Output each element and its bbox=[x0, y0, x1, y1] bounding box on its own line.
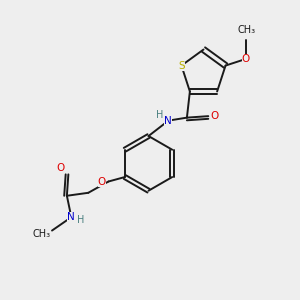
Text: N: N bbox=[68, 212, 75, 222]
Text: S: S bbox=[178, 61, 185, 70]
Text: CH₃: CH₃ bbox=[237, 25, 255, 35]
Text: H: H bbox=[157, 110, 164, 120]
Text: O: O bbox=[211, 111, 219, 121]
Text: H: H bbox=[76, 215, 84, 225]
Text: O: O bbox=[57, 163, 65, 173]
Text: CH₃: CH₃ bbox=[32, 229, 50, 238]
Text: N: N bbox=[164, 116, 172, 126]
Text: O: O bbox=[98, 176, 106, 187]
Text: O: O bbox=[242, 54, 250, 64]
